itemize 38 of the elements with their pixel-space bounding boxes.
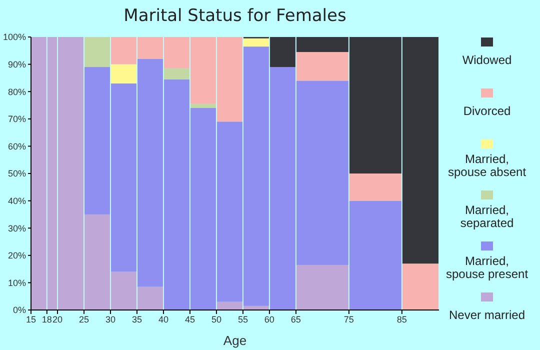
x-tick-label: 30 [105,314,116,324]
x-tick-label: 75 [344,314,354,324]
y-tick-label: 50% [8,168,26,179]
bar [164,68,190,80]
bar [84,37,110,68]
y-tick-label: 10% [8,278,26,288]
bar [243,38,269,47]
y-tick-label: 100% [2,32,26,42]
x-tick-label: 50 [211,314,222,324]
x-tick-label: 65 [290,314,301,324]
legend-label: Divorced [463,104,511,118]
y-tick-label: 20% [8,250,26,261]
y-tick-label: 70% [8,114,26,124]
y-tick-label: 90% [8,59,26,70]
y-tick-label: 80% [8,86,26,97]
legend-label: Widowed [462,53,512,67]
x-tick-label: 25 [78,314,89,324]
bar [110,64,136,84]
y-tick-label: 0% [12,305,26,316]
x-tick-label: 45 [184,314,195,324]
chart-title: Marital Status for Females [122,6,348,26]
bar [190,104,216,108]
x-tick-label: 18 [42,314,52,324]
legend-label: Married, spouse present [446,254,528,281]
legend-label: Married, separated [460,203,514,230]
x-tick-label: 20 [52,314,62,324]
x-tick-label: 15 [26,314,36,324]
x-axis-title: Age [223,333,247,348]
y-tick-label: 30% [8,223,26,234]
y-tick-label: 40% [8,196,26,206]
x-tick-label: 85 [396,314,407,324]
legend-label: Never married [448,308,526,322]
x-tick-label: 35 [132,314,142,324]
x-tick-label: 60 [264,314,274,324]
legend-label: Married, spouse absent [448,152,526,179]
x-tick-label: 55 [238,314,248,324]
x-tick-label: 40 [158,314,168,324]
y-tick-label: 60% [8,141,26,152]
